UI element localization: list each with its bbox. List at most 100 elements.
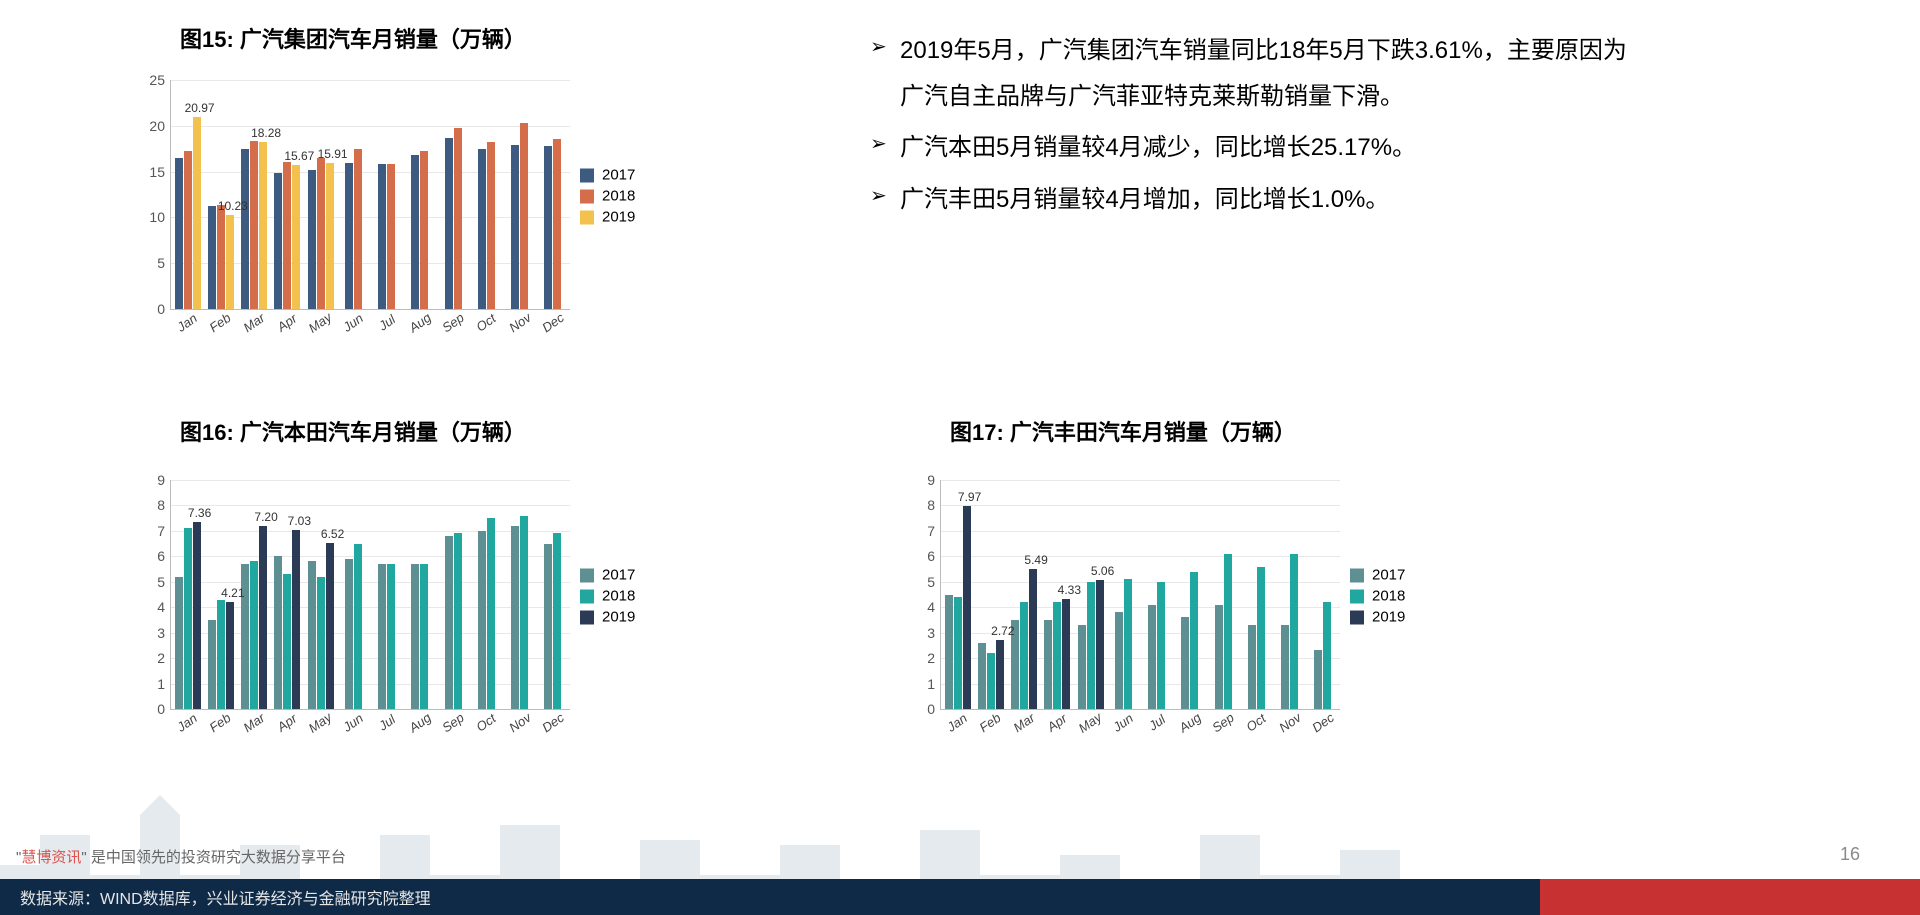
bar [354,544,362,709]
plot-area: 0123456789JanFebMarAprMayJunJulAugSepOct… [940,480,1340,710]
bar [345,559,353,709]
bar-group-inner [1174,480,1207,709]
x-tick-label: Apr [269,307,305,338]
bar [259,526,267,709]
bar-group-inner [337,480,370,709]
bullet-text: 广汽丰田5月销量较4月增加，同比增长1.0%。 [900,177,1389,223]
bar-group: Dec [537,80,570,309]
y-tick-label: 5 [157,574,165,590]
value-label: 5.06 [1091,564,1114,578]
bar [1062,599,1070,709]
x-tick-label: Jun [1105,707,1141,738]
bar [1044,620,1052,709]
bar-group-inner [404,480,437,709]
bar [1190,572,1198,709]
y-tick-label: 7 [927,523,935,539]
bar-group-inner [1207,480,1240,709]
bar [1314,650,1322,709]
value-label: 2.72 [991,624,1014,638]
bullet-text: 广汽本田5月销量较4月减少，同比增长25.17%。 [900,125,1416,171]
bar-group: Apr [271,80,304,309]
bar [326,163,334,309]
bar-group: Mar [238,80,271,309]
legend-item: 2017 [580,167,690,184]
legend-swatch [580,189,594,203]
bar-group: Dec [537,480,570,709]
bar [487,142,495,309]
y-tick-label: 5 [157,255,165,271]
bar [387,164,395,309]
y-tick-label: 5 [927,574,935,590]
bar [378,164,386,309]
bar-group: Jun [1107,480,1140,709]
bar [1078,625,1086,709]
y-tick-label: 0 [157,701,165,717]
bar [511,145,519,309]
x-tick-label: Aug [1172,707,1208,738]
bar [1029,569,1037,709]
x-tick-label: Sep [1205,707,1241,738]
x-tick-label: Feb [202,307,238,338]
legend-label: 2017 [602,167,635,184]
bar-group-inner [504,480,537,709]
y-tick-label: 15 [149,164,165,180]
legend: 201720182019 [580,563,690,630]
bar-group: Aug [404,80,437,309]
x-tick-label: Dec [1305,707,1341,738]
bar-group: Oct [470,480,503,709]
bar-group: Jul [1141,480,1174,709]
bar [250,561,258,709]
bar [1224,554,1232,709]
x-tick-label: Aug [402,307,438,338]
bar [454,533,462,709]
bullet-list: ➢2019年5月，广汽集团汽车销量同比18年5月下跌3.61%，主要原因为广汽自… [870,28,1630,228]
bar-group-inner [304,80,337,309]
value-label: 7.03 [288,514,311,528]
y-tick-label: 0 [927,701,935,717]
bullet-text: 2019年5月，广汽集团汽车销量同比18年5月下跌3.61%，主要原因为广汽自主… [900,28,1630,119]
legend-label: 2019 [602,609,635,626]
plot-area: 0510152025JanFebMarAprMayJunJulAugSepOct… [170,80,570,310]
legend-swatch [580,210,594,224]
bar [1323,602,1331,709]
x-tick-label: Jul [369,707,405,738]
footer-bar: 数据来源：WIND数据库，兴业证券经济与金融研究院整理 [0,879,1920,915]
bar [283,574,291,709]
bar-group-inner [1141,480,1174,709]
bar [1281,625,1289,709]
bar [1087,582,1095,709]
bar-group: Dec [1307,480,1340,709]
x-tick-label: Dec [535,707,571,738]
bar [354,149,362,309]
bar [954,597,962,709]
legend-swatch [580,168,594,182]
bar-group-inner [537,480,570,709]
x-tick-label: Mar [1006,707,1042,738]
y-tick-label: 1 [927,676,935,692]
bar [226,215,234,309]
bar-group: Sep [437,80,470,309]
x-tick-label: Apr [1039,707,1075,738]
x-tick-label: Apr [269,707,305,738]
y-tick-label: 2 [927,650,935,666]
legend-swatch [1350,568,1364,582]
y-tick-label: 1 [157,676,165,692]
bar [241,149,249,309]
bar [184,151,192,309]
x-tick-label: May [302,307,338,338]
x-tick-label: Sep [435,307,471,338]
y-tick-label: 8 [157,497,165,513]
value-label: 10.23 [218,199,248,213]
x-tick-label: Mar [236,307,272,338]
bar-group: Feb [974,480,1007,709]
y-tick-label: 8 [927,497,935,513]
bar [445,138,453,309]
bar [292,165,300,309]
page-number: 16 [1840,844,1860,865]
legend-swatch [1350,589,1364,603]
x-tick-label: Mar [236,707,272,738]
bar [378,564,386,709]
x-tick-label: Dec [535,307,571,338]
plot-area: 0123456789JanFebMarAprMayJunJulAugSepOct… [170,480,570,710]
bullet-arrow-icon: ➢ [870,125,890,171]
